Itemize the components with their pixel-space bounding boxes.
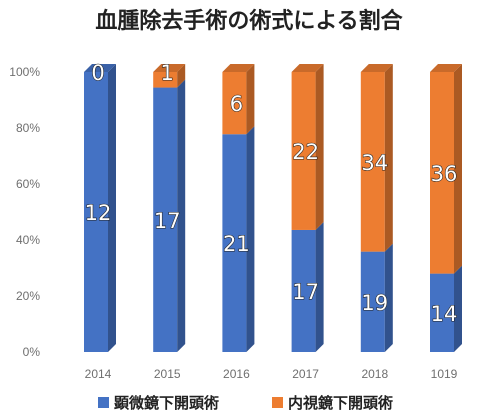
bar-segment-1	[291, 229, 316, 352]
data-label: 1	[161, 61, 174, 85]
x-axis: 2014 2015 2016 2017 2018 1019	[85, 367, 458, 381]
x-tick-label: 2018	[361, 367, 388, 381]
bar-segment-1	[430, 273, 454, 352]
bar-segment-2	[222, 72, 247, 135]
y-tick-label: 100%	[9, 65, 40, 79]
bar-top-face	[291, 64, 324, 72]
data-label: 36	[431, 162, 458, 186]
bar-segment-2	[430, 72, 454, 274]
bar-group: 14 36	[430, 64, 462, 352]
bar-side-face	[177, 64, 186, 88]
y-tick-label: 0%	[23, 345, 41, 359]
y-tick-label: 20%	[16, 289, 40, 303]
data-label: 17	[154, 209, 181, 233]
legend-label: 顕微鏡下開頭術	[114, 394, 219, 412]
bar-segment-2	[291, 72, 316, 230]
data-label: 22	[292, 140, 319, 164]
x-tick-label: 2014	[85, 367, 112, 381]
bar-side-face	[315, 221, 324, 352]
legend: 顕微鏡下開頭術 内視鏡下開頭術	[98, 394, 393, 412]
data-label: 21	[223, 232, 250, 256]
bar-side-face	[384, 243, 393, 352]
data-label: 34	[361, 151, 388, 175]
bar-side-face	[246, 126, 255, 352]
data-label: 19	[361, 291, 388, 315]
bar-side-face	[315, 64, 324, 230]
x-tick-label: 2016	[223, 367, 250, 381]
bar-side-face	[108, 64, 116, 352]
bar-side-face	[246, 64, 255, 135]
bar-top-face	[153, 64, 186, 72]
bar-top-face	[84, 64, 116, 72]
bar-top-face	[222, 64, 255, 72]
data-label: 17	[292, 280, 319, 304]
bar-side-face	[384, 64, 393, 252]
y-tick-label: 80%	[16, 121, 40, 135]
y-tick-label: 40%	[16, 233, 40, 247]
y-axis: 0% 20% 40% 60% 80% 100%	[9, 65, 40, 359]
legend-swatch	[272, 397, 283, 408]
data-label: 14	[431, 302, 458, 326]
y-tick-label: 60%	[16, 177, 40, 191]
bar-side-face	[454, 64, 462, 274]
legend-label: 内視鏡下開頭術	[288, 394, 393, 412]
bar-segment-2	[153, 72, 178, 88]
bar-segment-1	[153, 87, 178, 353]
data-label: 6	[230, 92, 243, 116]
data-label: 0	[91, 61, 104, 85]
bar-side-face	[454, 265, 462, 352]
bar-segment-1	[84, 72, 108, 352]
bar-top-face	[360, 64, 393, 72]
bar-segment-1	[222, 134, 247, 352]
bar-segment-2	[360, 72, 385, 252]
bar-group: 21 6	[222, 64, 255, 352]
bar-segment-1	[360, 251, 385, 352]
x-tick-label: 2017	[292, 367, 319, 381]
bar-group: 12 0	[84, 60, 116, 352]
chart-title: 血腫除去手術の術式による割合	[95, 8, 403, 34]
bar-side-face	[177, 79, 186, 353]
bar-group: 17 1	[153, 60, 186, 353]
data-label: 12	[85, 201, 112, 225]
bar-top-face	[430, 64, 462, 72]
legend-swatch	[98, 397, 109, 408]
x-tick-label: 1019	[431, 367, 458, 381]
x-tick-label: 2015	[154, 367, 181, 381]
